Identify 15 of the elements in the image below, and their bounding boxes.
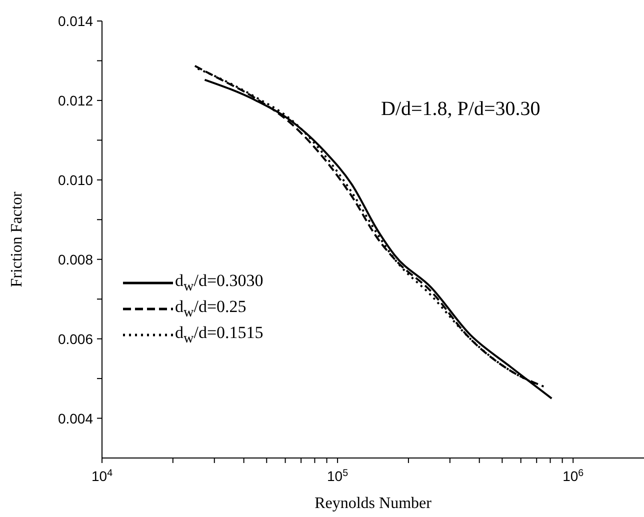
x-tick-label: 10$^{6}$	[562, 468, 584, 484]
y-tick-label: 0.008	[58, 251, 94, 268]
legend-label: d$_{w}$/d=0.3030	[175, 270, 264, 296]
y-tick-label: 0.004	[58, 410, 94, 426]
y-tick-label: 0.010	[58, 172, 94, 188]
legend-label: d$_{w}$/d=0.1515	[175, 322, 264, 348]
annotation: D/d=1.8, P/d=30.30	[381, 98, 540, 121]
y-axis-title: Friction Factor	[8, 191, 26, 288]
y-tick-label: 0.014	[58, 13, 94, 29]
y-tick-label: 0.006	[58, 330, 94, 347]
x-axis-title: Reynolds Number	[314, 495, 432, 512]
y-tick-label: 0.012	[58, 92, 94, 108]
legend-label: d$_{w}$/d=0.25	[175, 296, 246, 322]
x-tick-label: 10$^{5}$	[327, 468, 349, 484]
x-tick-label: 10$^{4}$	[91, 468, 114, 484]
